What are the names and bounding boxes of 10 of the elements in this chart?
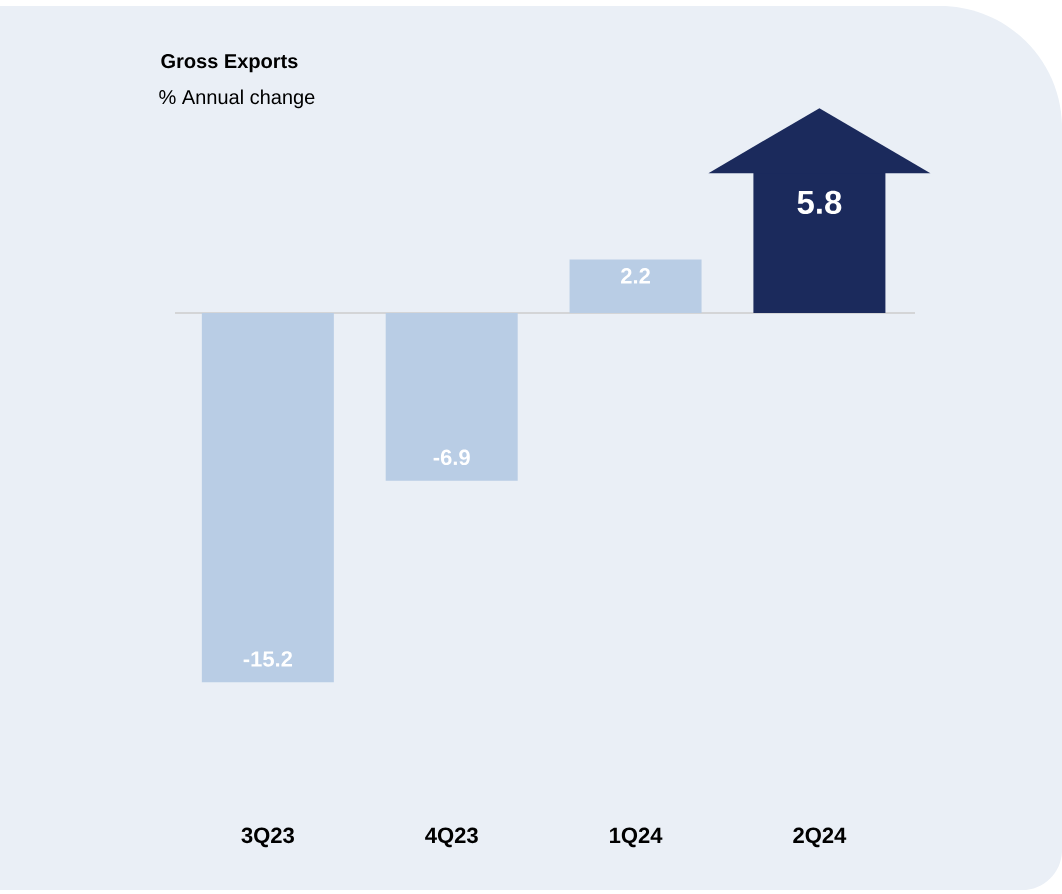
data-label: -15.2 (243, 651, 293, 667)
chart-title: Gross Exports (161, 54, 298, 73)
x-tick-label: 3Q23 (241, 827, 294, 848)
data-label: 5.8 (797, 190, 842, 215)
chart-subtitle: % Annual change (159, 89, 315, 109)
data-label: 2.2 (621, 268, 650, 284)
data-label: -6.9 (433, 449, 470, 466)
x-tick-label: 4Q23 (425, 827, 478, 848)
x-tick-label: 1Q24 (610, 827, 663, 848)
x-tick-label: 2Q24 (793, 827, 847, 848)
